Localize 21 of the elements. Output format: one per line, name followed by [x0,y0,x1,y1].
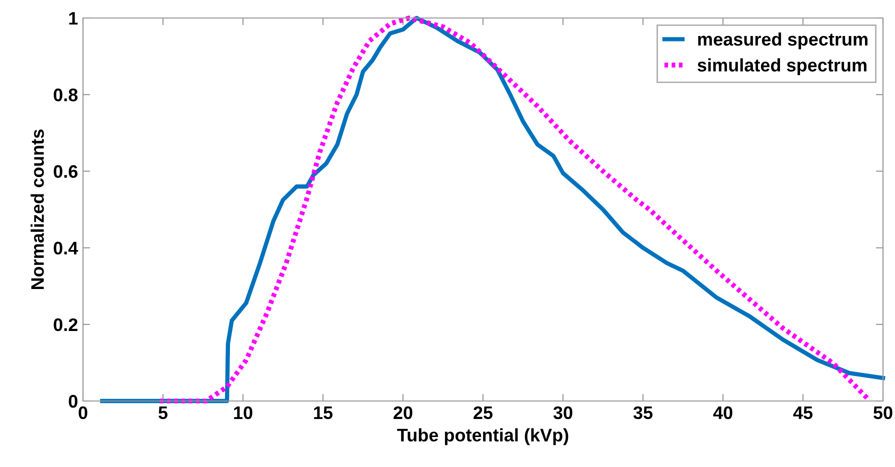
x-tick-label: 5 [158,406,168,420]
x-tick-label: 30 [553,406,572,420]
y-tick-label: 0.4 [54,242,78,255]
x-tick-label: 45 [793,406,813,420]
x-tick-label: 50 [874,406,892,420]
x-tick-label: 20 [394,406,412,420]
y-tick-label: 0.2 [54,318,78,332]
x-tick-label: 25 [474,406,493,420]
x-tick-label: 0 [78,406,88,420]
x-tick-label: 10 [234,406,252,420]
x-axis-title: Tube potential (kVp) [397,428,568,446]
legend-label: measured spectrum [698,32,868,50]
y-tick-label: 0.8 [54,88,78,102]
y-tick-label: 0 [68,394,78,408]
x-tick-label: 40 [713,406,732,420]
y-axis-title: Normalized counts [30,129,44,290]
y-tick-label: 1 [69,12,78,25]
x-tick-label: 15 [314,406,333,420]
legend-label: simulated spectrum [698,58,866,76]
x-tick-label: 35 [633,406,653,420]
y-tick-label: 0.6 [54,165,78,178]
